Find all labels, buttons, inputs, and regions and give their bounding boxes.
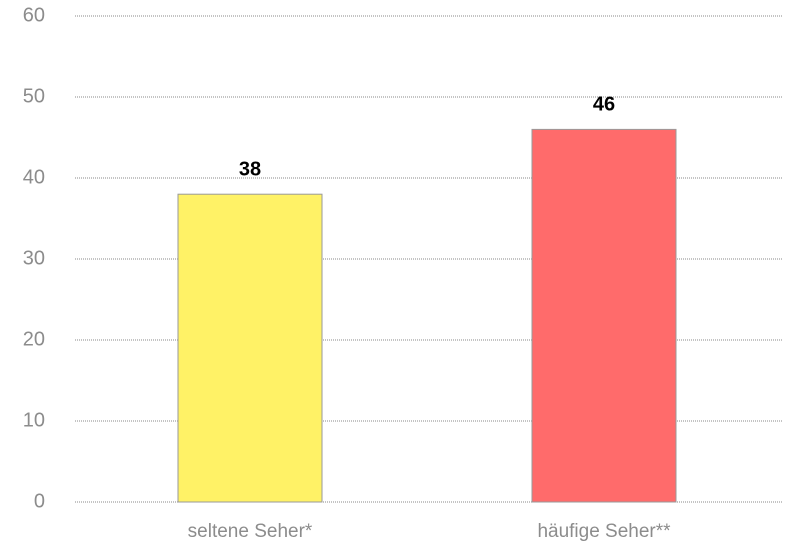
y-tick-label: 40 <box>23 166 45 188</box>
data-label: 46 <box>593 94 615 116</box>
x-tick-label: häufige Seher** <box>537 521 671 542</box>
y-tick-label: 10 <box>23 409 45 431</box>
bar <box>177 193 323 503</box>
y-tick-label: 20 <box>23 328 45 350</box>
y-tick-label: 30 <box>23 247 45 269</box>
bar <box>531 128 677 503</box>
x-tick-label: seltene Seher* <box>188 521 313 542</box>
y-tick-label: 60 <box>23 4 45 26</box>
y-tick-label: 50 <box>23 85 45 107</box>
data-label: 38 <box>239 158 261 180</box>
y-tick-label: 0 <box>34 490 45 512</box>
